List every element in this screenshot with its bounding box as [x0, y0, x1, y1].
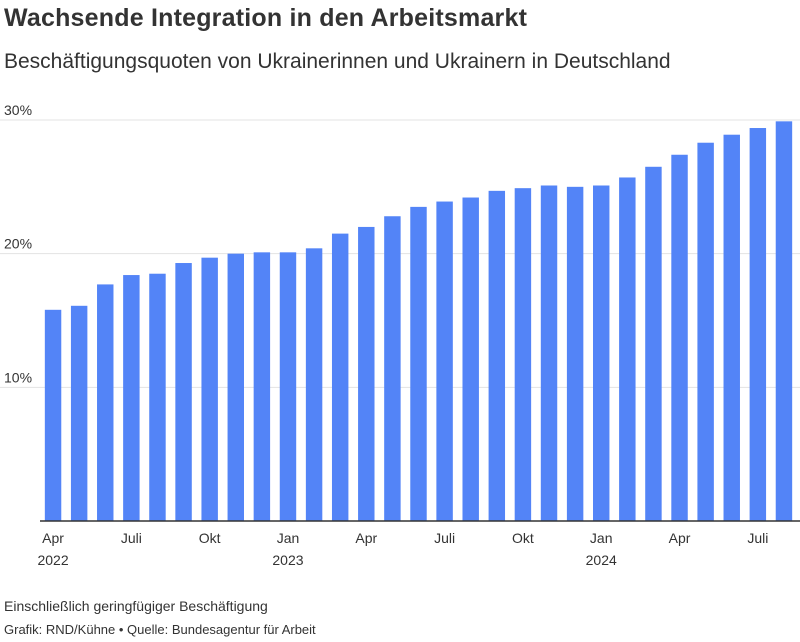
- bar: [384, 216, 401, 521]
- bar: [462, 197, 479, 521]
- x-tick-label: Juli: [747, 530, 768, 546]
- bar: [593, 185, 610, 521]
- bar: [514, 188, 532, 522]
- x-tick-label: Apr: [42, 530, 64, 546]
- y-tick-label: 10%: [4, 369, 32, 385]
- bar: [253, 252, 271, 521]
- bar: [540, 185, 558, 521]
- bar: [410, 206, 427, 521]
- x-tick-label: Okt: [199, 530, 221, 546]
- x-tick-label: Juli: [434, 530, 455, 546]
- bar: [671, 154, 688, 521]
- bar: [358, 226, 375, 521]
- x-tick-label: Okt: [512, 530, 534, 546]
- bar: [619, 177, 636, 521]
- bar: [227, 253, 244, 521]
- y-tick-label: 30%: [4, 102, 32, 118]
- bar: [775, 121, 793, 521]
- chart-note: Einschließlich geringfügiger Beschäftigu…: [4, 598, 268, 614]
- x-tick-year-label: 2023: [272, 552, 303, 568]
- bar: [331, 233, 349, 521]
- x-tick-label: Apr: [355, 530, 377, 546]
- x-tick-year-label: 2022: [37, 552, 68, 568]
- x-tick-year-label: 2024: [586, 552, 617, 568]
- bar: [175, 263, 192, 521]
- chart-title: Wachsende Integration in den Arbeitsmark…: [4, 4, 528, 32]
- bar: [70, 305, 88, 521]
- x-tick-label: Apr: [669, 530, 691, 546]
- bar: [97, 284, 114, 521]
- bar: [279, 252, 297, 521]
- bar: [566, 186, 584, 521]
- bar: [697, 142, 714, 521]
- y-tick-label: 20%: [4, 236, 32, 252]
- bar: [123, 275, 140, 521]
- chart-credit: Grafik: RND/Kühne • Quelle: Bundesagentu…: [4, 622, 316, 637]
- bar-chart: 10% 20% 30% Apr 2022 Juli Okt Jan 2023 Apr Juli Okt…: [0, 102, 800, 568]
- bar: [436, 201, 453, 521]
- bar: [723, 134, 740, 521]
- x-tick-label: Juli: [121, 530, 142, 546]
- bar: [149, 273, 166, 521]
- x-tick-label: Jan: [277, 530, 300, 546]
- bar: [749, 128, 767, 521]
- bar: [305, 248, 323, 521]
- bar: [201, 257, 218, 521]
- chart-subtitle: Beschäftigungsquoten von Ukrainerinnen u…: [4, 50, 671, 73]
- bar: [44, 309, 62, 521]
- x-tick-label: Jan: [590, 530, 613, 546]
- bar: [645, 166, 662, 521]
- bar: [488, 190, 506, 521]
